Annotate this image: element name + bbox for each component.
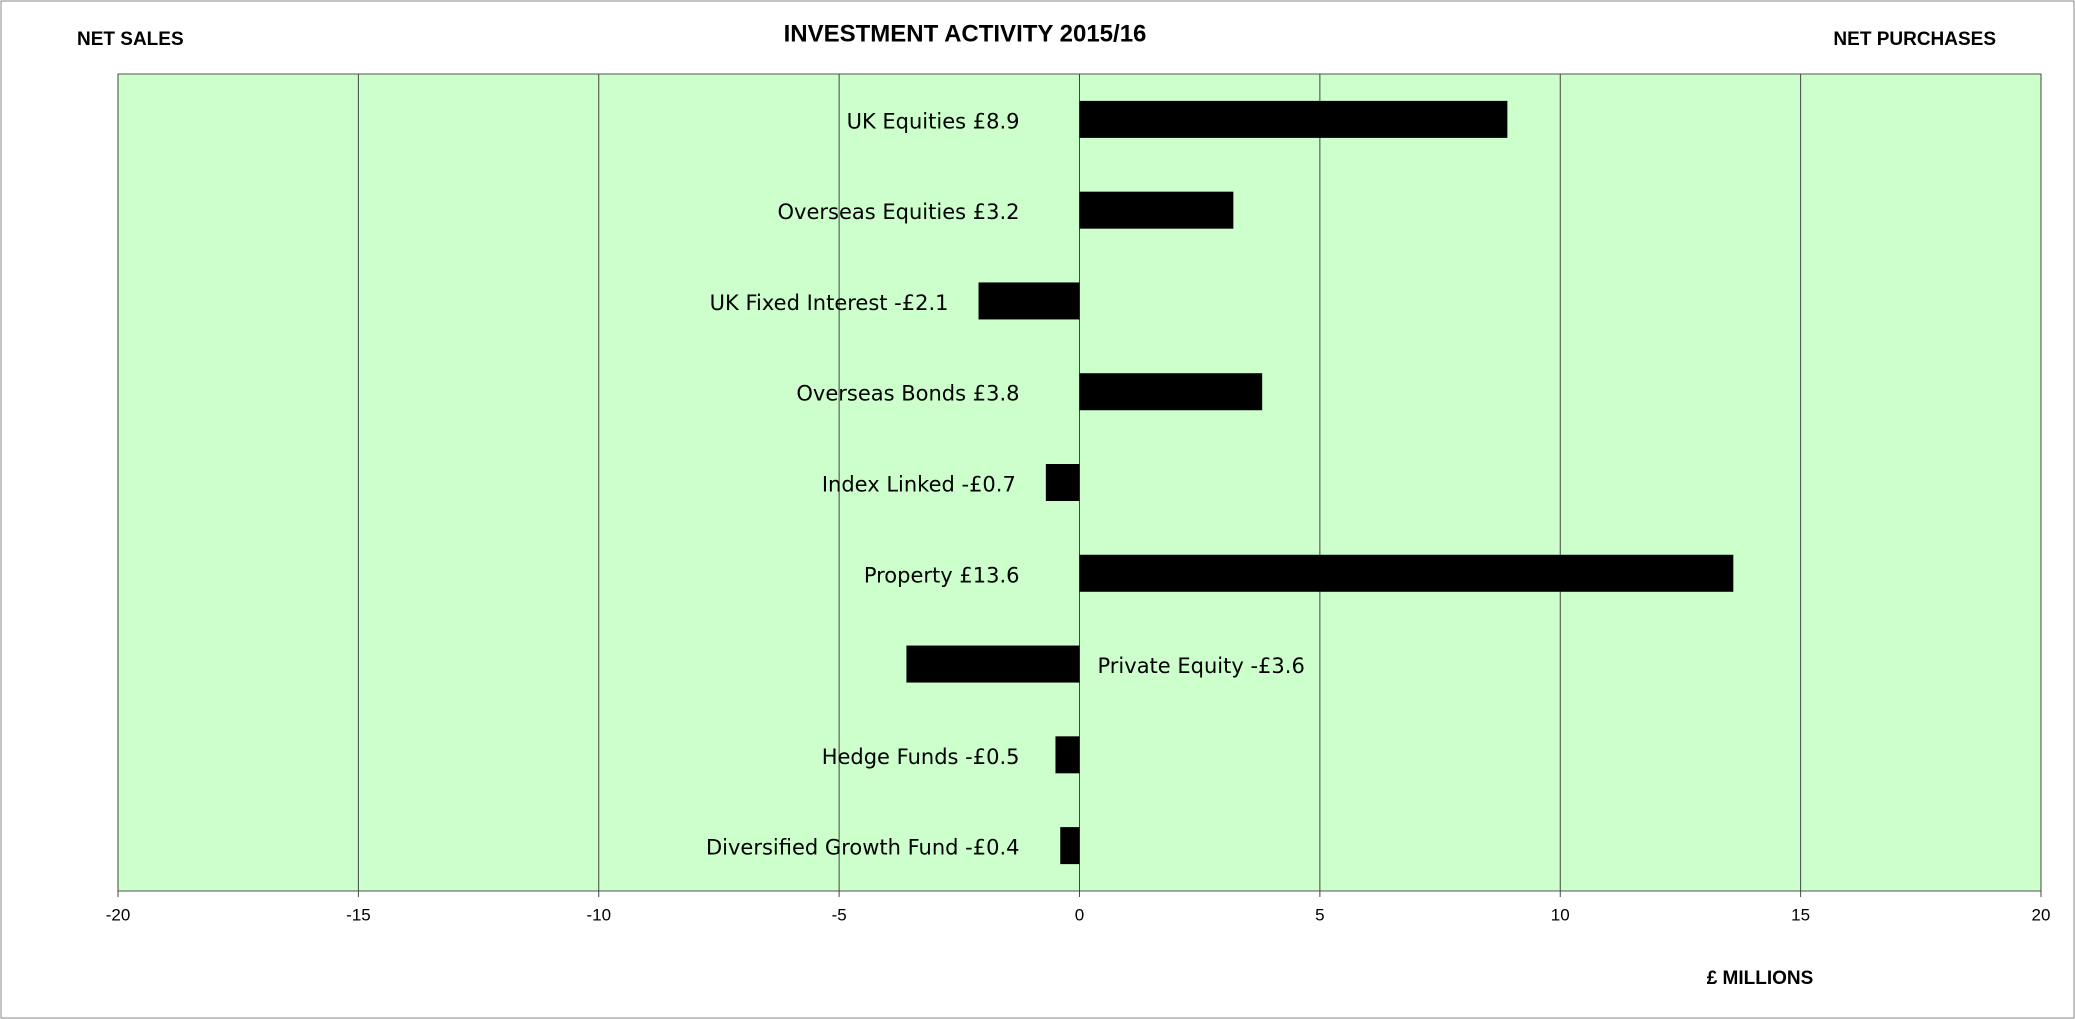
category-label: Hedge Funds -£0.5 — [822, 745, 1020, 769]
left-annotation: NET SALES — [77, 29, 184, 50]
bar — [1079, 554, 1734, 592]
bar — [1060, 827, 1080, 865]
bar — [1079, 191, 1234, 229]
category-label: Index Linked -£0.7 — [822, 473, 1016, 497]
category-label: Overseas Bonds £3.8 — [796, 382, 1019, 406]
x-tick-label: -15 — [346, 905, 371, 924]
bar — [906, 645, 1080, 683]
category-label: UK Fixed Interest -£2.1 — [710, 291, 949, 315]
x-tick-label: 10 — [1551, 905, 1570, 924]
bar — [1079, 373, 1263, 411]
right-annotation: NET PURCHASES — [1833, 29, 1996, 50]
x-tick-label: -20 — [106, 905, 131, 924]
x-tick-label: 20 — [2032, 905, 2051, 924]
category-label: Diversified Growth Fund -£0.4 — [706, 836, 1020, 860]
x-tick-label: -10 — [586, 905, 611, 924]
x-tick-label: 0 — [1075, 905, 1084, 924]
bar — [978, 282, 1080, 320]
x-tick-label: 5 — [1315, 905, 1324, 924]
category-label: Overseas Equities £3.2 — [778, 200, 1020, 224]
x-tick-label: -5 — [832, 905, 847, 924]
category-label: Property £13.6 — [864, 563, 1020, 587]
bar — [1079, 100, 1508, 138]
bar — [1045, 464, 1080, 501]
x-tick-label: 15 — [1791, 905, 1810, 924]
x-axis-label: £ MILLIONS — [1707, 968, 1814, 989]
chart-title: INVESTMENT ACTIVITY 2015/16 — [784, 20, 1147, 47]
category-label: Private Equity -£3.6 — [1098, 654, 1305, 678]
category-label: UK Equities £8.9 — [847, 109, 1020, 133]
bar — [1055, 736, 1080, 774]
